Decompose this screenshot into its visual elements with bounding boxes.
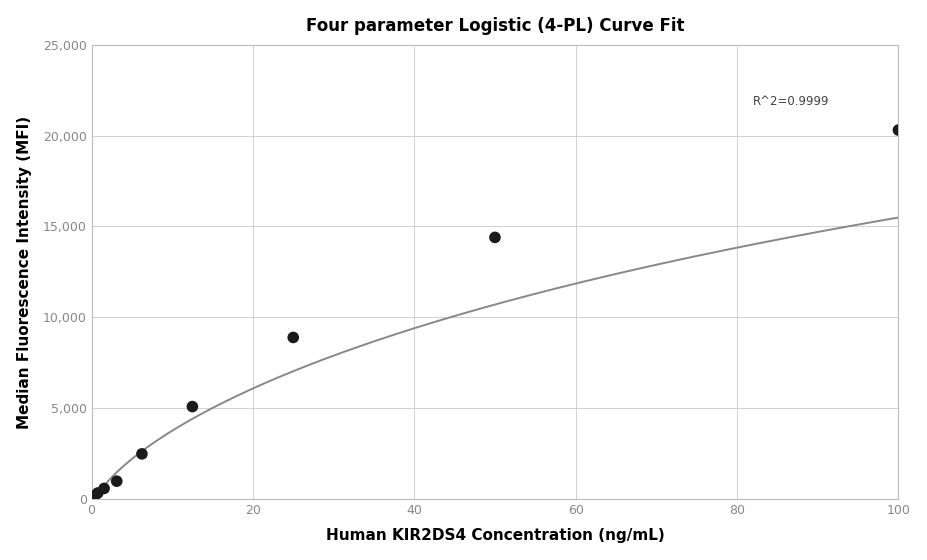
Point [891,125,906,134]
Text: R^2=0.9999: R^2=0.9999 [753,95,830,108]
Point [134,450,149,459]
Title: Four parameter Logistic (4-PL) Curve Fit: Four parameter Logistic (4-PL) Curve Fit [306,17,684,35]
Point [91,488,106,497]
X-axis label: Human KIR2DS4 Concentration (ng/mL): Human KIR2DS4 Concentration (ng/mL) [325,528,665,543]
Point [109,477,124,486]
Point [286,333,300,342]
Point [96,484,111,493]
Point [488,233,502,242]
Y-axis label: Median Fluorescence Intensity (MFI): Median Fluorescence Intensity (MFI) [17,115,32,428]
Point [87,491,102,500]
Point [185,402,200,411]
Point [85,493,100,502]
